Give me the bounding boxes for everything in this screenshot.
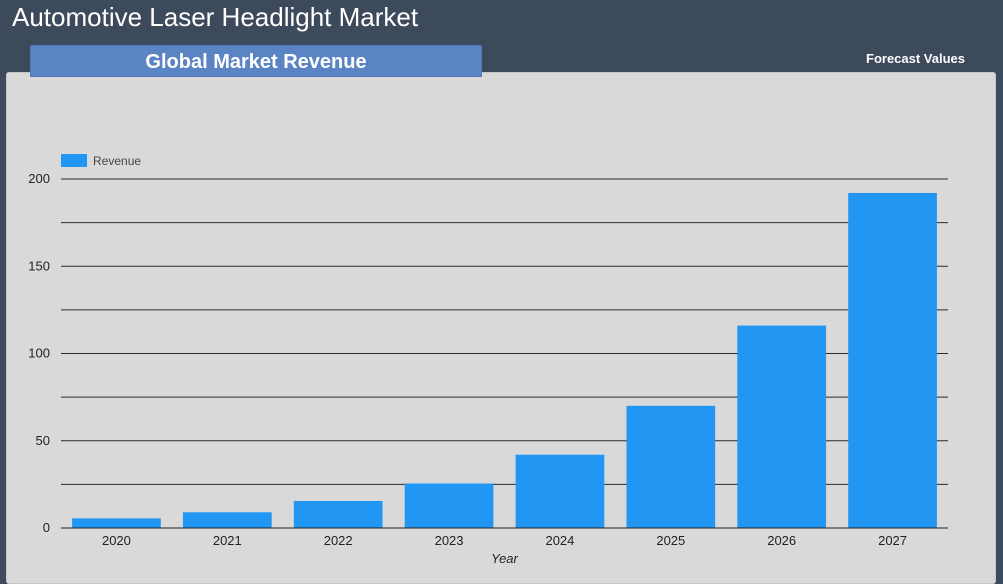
legend-swatch xyxy=(61,154,87,167)
bar-2027[interactable] xyxy=(848,192,937,528)
y-tick-label: 50 xyxy=(36,433,50,448)
x-tick-label: 2020 xyxy=(102,533,131,548)
revenue-bar-chart: 0 50 100 150 200 2020 2021 2022 2023 2024 2025 2026… xyxy=(28,154,948,566)
bar-2022[interactable] xyxy=(293,500,383,528)
bar-2025[interactable] xyxy=(626,405,716,528)
bar-2020[interactable] xyxy=(72,518,161,528)
bar-2021[interactable] xyxy=(182,512,272,528)
x-tick-label: 2022 xyxy=(324,533,353,548)
page-title: Automotive Laser Headlight Market xyxy=(12,2,419,32)
x-axis-title: Year xyxy=(491,551,518,566)
x-tick-label: 2025 xyxy=(656,533,685,548)
bar-2026[interactable] xyxy=(737,325,827,528)
legend-label: Revenue xyxy=(93,154,141,168)
x-tick-label: 2026 xyxy=(767,533,796,548)
bar-2024[interactable] xyxy=(515,454,605,528)
x-tick-label: 2021 xyxy=(213,533,242,548)
bar-2023[interactable] xyxy=(404,483,494,528)
x-tick-label: 2027 xyxy=(878,533,907,548)
forecast-values-link[interactable]: Forecast Values xyxy=(866,51,965,66)
y-tick-label: 0 xyxy=(43,520,50,535)
y-tick-label: 150 xyxy=(28,258,50,273)
x-tick-label: 2024 xyxy=(545,533,574,548)
tab-global-market-revenue[interactable]: Global Market Revenue xyxy=(30,45,482,77)
y-tick-label: 200 xyxy=(28,171,50,186)
x-tick-label: 2023 xyxy=(435,533,464,548)
chart-panel xyxy=(6,72,996,584)
y-tick-label: 100 xyxy=(28,346,50,361)
